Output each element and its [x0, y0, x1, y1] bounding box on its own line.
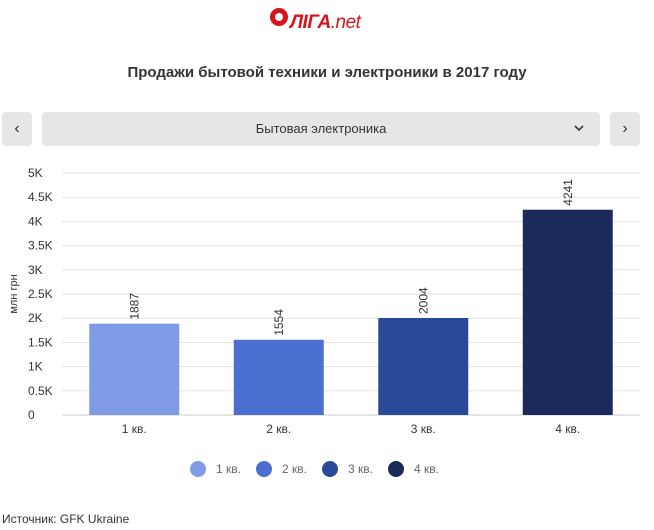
y-tick-label: 1K	[28, 360, 43, 374]
legend-swatch	[190, 461, 206, 477]
legend-label: 4 кв.	[414, 462, 439, 476]
chart-title: Продажи бытовой техники и электроники в …	[127, 64, 527, 81]
brand-logo: ЛIГА.net	[270, 6, 380, 36]
legend-label: 1 кв.	[216, 462, 241, 476]
bar	[522, 209, 613, 415]
legend-swatch	[322, 461, 338, 477]
prev-button[interactable]: ‹	[2, 112, 32, 146]
y-tick-label: 4.5K	[28, 190, 53, 204]
next-button[interactable]: ›	[610, 112, 640, 146]
logo-suffix: .net	[330, 12, 361, 33]
legend-label: 3 кв.	[348, 462, 373, 476]
y-tick-label: 4K	[28, 214, 43, 228]
y-tick-label: 0.5K	[28, 384, 53, 398]
bar	[233, 339, 324, 415]
y-tick-label: 5K	[28, 166, 43, 180]
y-tick-label: 1.5K	[28, 335, 53, 349]
data-label: 4241	[561, 179, 575, 206]
legend-swatch	[256, 461, 272, 477]
data-label: 1887	[127, 293, 141, 320]
data-label: 2004	[416, 287, 430, 314]
y-tick-label: 2K	[28, 311, 43, 325]
source-note: Источник: GFK Ukraine	[2, 512, 130, 526]
y-tick-label: 3K	[28, 263, 43, 277]
x-tick-label: 1 кв.	[122, 422, 147, 436]
chevron-right-icon: ›	[622, 120, 628, 137]
data-label: 1554	[272, 309, 286, 336]
category-select-label: Бытовая электроника	[255, 121, 387, 136]
chevron-left-icon: ‹	[14, 120, 20, 137]
bar	[89, 323, 180, 415]
category-select[interactable]: Бытовая электроника	[42, 112, 600, 146]
y-tick-label: 0	[28, 408, 35, 422]
x-tick-label: 2 кв.	[266, 422, 291, 436]
y-axis-label: млн грн	[8, 274, 20, 313]
logo-mark-icon	[270, 8, 288, 26]
bar	[378, 318, 469, 415]
legend-label: 2 кв.	[282, 462, 307, 476]
legend-swatch	[388, 461, 404, 477]
y-tick-label: 3.5K	[28, 239, 53, 253]
bar-chart: 0 0.5K 1K 1.5K 2K 2.5K 3K 3.5K 4K 4.5K 5K млн грн 18…	[8, 166, 640, 477]
x-tick-label: 3 кв.	[411, 422, 436, 436]
y-tick-label: 2.5K	[28, 287, 53, 301]
logo-main: ЛIГА	[290, 12, 331, 33]
chevron-down-icon	[574, 125, 584, 132]
x-tick-label: 4 кв.	[555, 422, 580, 436]
logo-text: ЛIГА.net	[290, 12, 361, 34]
